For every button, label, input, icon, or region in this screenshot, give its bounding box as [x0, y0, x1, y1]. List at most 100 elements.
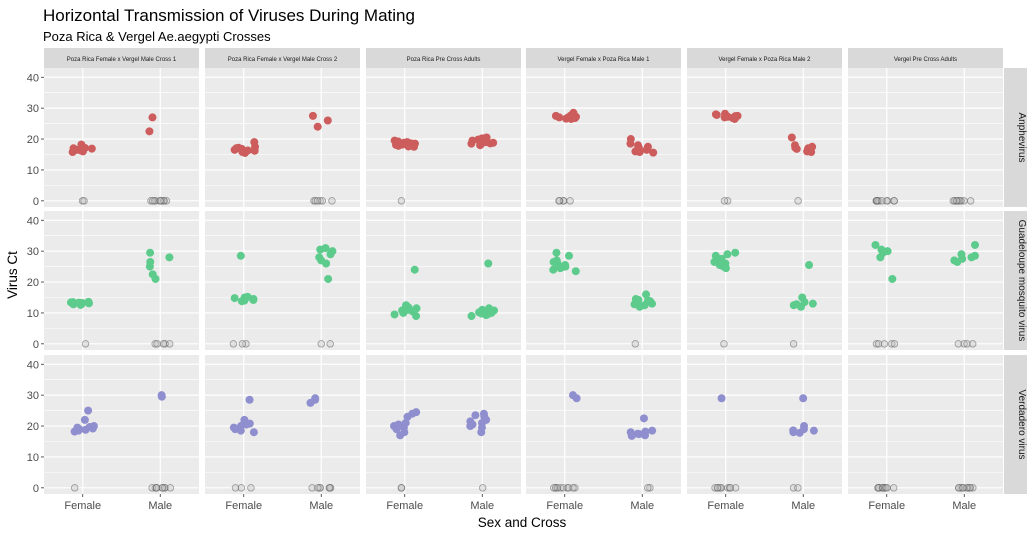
data-point [313, 122, 322, 131]
x-tick-label: Male [630, 500, 654, 512]
data-point [476, 137, 485, 146]
x-tick-label: Male [148, 500, 172, 512]
zero-point [644, 484, 652, 492]
panel-background [687, 211, 842, 350]
data-point [230, 294, 239, 303]
zero-point [229, 340, 238, 348]
panel-points [710, 248, 817, 348]
data-point [642, 290, 651, 299]
x-tick-label: Male [470, 500, 494, 512]
zero-point [151, 340, 159, 348]
row-strip-label: Guadeloupe mosquito virus [1016, 220, 1027, 342]
data-point [723, 250, 732, 259]
data-point [789, 426, 798, 435]
x-tick-label: Male [309, 500, 333, 512]
panel-points [390, 408, 491, 492]
data-point [322, 259, 331, 268]
panel-points [390, 259, 499, 321]
zero-point [159, 340, 168, 348]
panel-points [70, 391, 175, 492]
zero-point [789, 340, 798, 348]
zero-point [308, 484, 316, 492]
zero-point [81, 340, 90, 348]
x-tick-label: Female [386, 500, 423, 512]
zero-point [888, 340, 896, 348]
data-point [157, 392, 166, 401]
panel-background [687, 355, 842, 494]
zero-point [158, 484, 167, 492]
zero-point [571, 484, 579, 492]
zero-point [872, 340, 881, 348]
column-strip [44, 48, 199, 68]
zero-point [238, 340, 247, 348]
x-tick-label: Male [952, 500, 976, 512]
zero-point [716, 484, 724, 492]
data-point [490, 306, 499, 315]
facet-panel [205, 68, 360, 207]
data-point [85, 422, 94, 431]
zero-point [963, 484, 971, 492]
y-tick-label: 0 [33, 483, 39, 495]
data-point [721, 264, 730, 273]
panel-background [687, 68, 842, 207]
zero-point [237, 484, 246, 492]
panel-points [550, 391, 657, 492]
data-point [74, 298, 83, 307]
column-strip-label: Vergel Pre Cross Adults [894, 57, 957, 63]
facet-panel [44, 68, 199, 207]
panel-background [366, 211, 521, 350]
column-strip-label: Poza Rica Female x Vergel Male Cross 1 [67, 57, 177, 63]
data-point [68, 148, 77, 157]
data-point [710, 257, 719, 266]
zero-point [720, 197, 729, 205]
zero-point [160, 197, 168, 205]
panel-background [205, 355, 360, 494]
data-point [731, 248, 740, 257]
zero-point [247, 484, 255, 492]
data-point [412, 312, 421, 321]
data-point [791, 143, 800, 152]
zero-point [963, 340, 971, 348]
zero-point [724, 484, 732, 492]
column-strip-label: Vergel Female x Poza Rica Male 1 [557, 57, 650, 63]
zero-point [890, 484, 898, 492]
zero-point [156, 197, 164, 205]
data-point [306, 398, 315, 407]
zero-point [326, 340, 334, 348]
panel-background [205, 211, 360, 350]
data-point [799, 394, 808, 403]
data-point [731, 112, 740, 121]
data-point [404, 303, 413, 312]
data-point [787, 133, 796, 142]
zero-point [559, 484, 567, 492]
column-strip [526, 48, 681, 68]
y-tick-label: 30 [27, 103, 39, 115]
data-point [572, 394, 581, 403]
data-point [466, 417, 475, 426]
data-point [250, 146, 259, 155]
zero-point [969, 340, 977, 348]
data-point [564, 251, 573, 260]
y-tick-label: 30 [27, 390, 39, 402]
facet-panel [366, 211, 521, 350]
zero-point [954, 340, 963, 348]
data-point [549, 265, 558, 274]
data-point [245, 395, 254, 404]
data-point [467, 312, 476, 321]
facet-panel [526, 355, 681, 494]
zero-point [631, 340, 639, 348]
facet-panel [687, 211, 842, 350]
zero-point [731, 484, 740, 492]
panel-background [526, 355, 681, 494]
zero-point [883, 484, 891, 492]
data-point [146, 248, 155, 257]
data-point [394, 137, 403, 146]
data-point [467, 139, 476, 148]
panel-background [848, 68, 1003, 207]
facet-panel [526, 68, 681, 207]
data-point [562, 114, 571, 123]
zero-point [569, 484, 577, 492]
zero-point [949, 197, 957, 205]
data-point [717, 394, 726, 403]
data-point [971, 240, 980, 249]
